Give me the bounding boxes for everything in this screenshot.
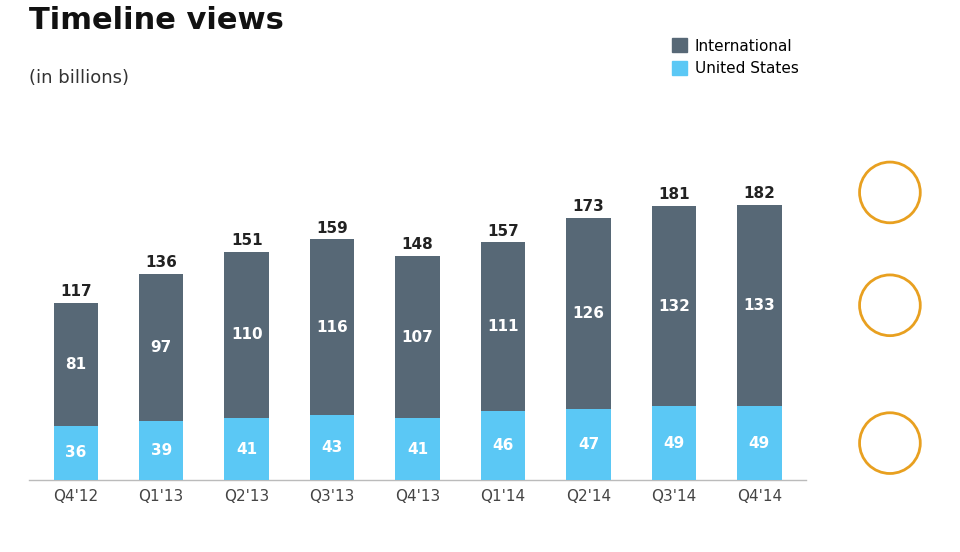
Text: 36: 36: [65, 445, 86, 460]
Bar: [481, 411, 525, 480]
Text: +24%: +24%: [864, 291, 916, 306]
Text: 173: 173: [572, 199, 605, 214]
Bar: [737, 205, 781, 406]
Bar: [652, 206, 696, 406]
Bar: [566, 409, 611, 480]
Text: 148: 148: [401, 237, 434, 252]
Text: 133: 133: [744, 298, 776, 313]
Text: 117: 117: [60, 284, 91, 299]
Bar: [737, 406, 781, 480]
Bar: [139, 274, 183, 421]
Bar: [225, 418, 269, 480]
Text: 151: 151: [231, 233, 262, 248]
Bar: [652, 406, 696, 480]
Text: WW Y/Y: WW Y/Y: [870, 200, 910, 210]
Bar: [54, 426, 98, 480]
Text: 110: 110: [231, 327, 262, 342]
Text: 41: 41: [236, 442, 257, 457]
Text: 43: 43: [322, 440, 343, 455]
Text: Int’l Y/Y: Int’l Y/Y: [870, 312, 910, 322]
Bar: [396, 256, 440, 418]
Text: 116: 116: [316, 320, 348, 335]
Text: 46: 46: [492, 438, 514, 453]
Legend: International, United States: International, United States: [672, 39, 799, 76]
Text: 41: 41: [407, 442, 428, 457]
Text: 97: 97: [151, 340, 172, 355]
Text: 107: 107: [401, 330, 434, 344]
Bar: [396, 418, 440, 480]
Bar: [54, 303, 98, 426]
Text: 132: 132: [658, 299, 690, 314]
Text: 182: 182: [743, 186, 776, 201]
Text: 111: 111: [488, 319, 518, 334]
Bar: [481, 242, 525, 411]
Text: 49: 49: [749, 436, 770, 450]
Bar: [310, 240, 354, 415]
Text: +20%: +20%: [864, 429, 916, 444]
Text: 126: 126: [572, 306, 605, 321]
Text: 81: 81: [65, 357, 86, 372]
Text: Timeline views: Timeline views: [29, 6, 283, 35]
Text: 159: 159: [316, 221, 348, 236]
Text: US Y/Y: US Y/Y: [874, 450, 906, 460]
Bar: [310, 415, 354, 480]
Text: 39: 39: [151, 443, 172, 458]
Text: +23%: +23%: [864, 178, 916, 193]
Text: 181: 181: [659, 187, 690, 202]
Text: (in billions): (in billions): [29, 69, 129, 87]
Bar: [225, 252, 269, 418]
Text: 49: 49: [663, 436, 684, 450]
Bar: [566, 218, 611, 409]
Bar: [139, 421, 183, 480]
Text: 136: 136: [145, 256, 178, 270]
Text: 157: 157: [487, 224, 519, 238]
Text: 47: 47: [578, 437, 599, 452]
